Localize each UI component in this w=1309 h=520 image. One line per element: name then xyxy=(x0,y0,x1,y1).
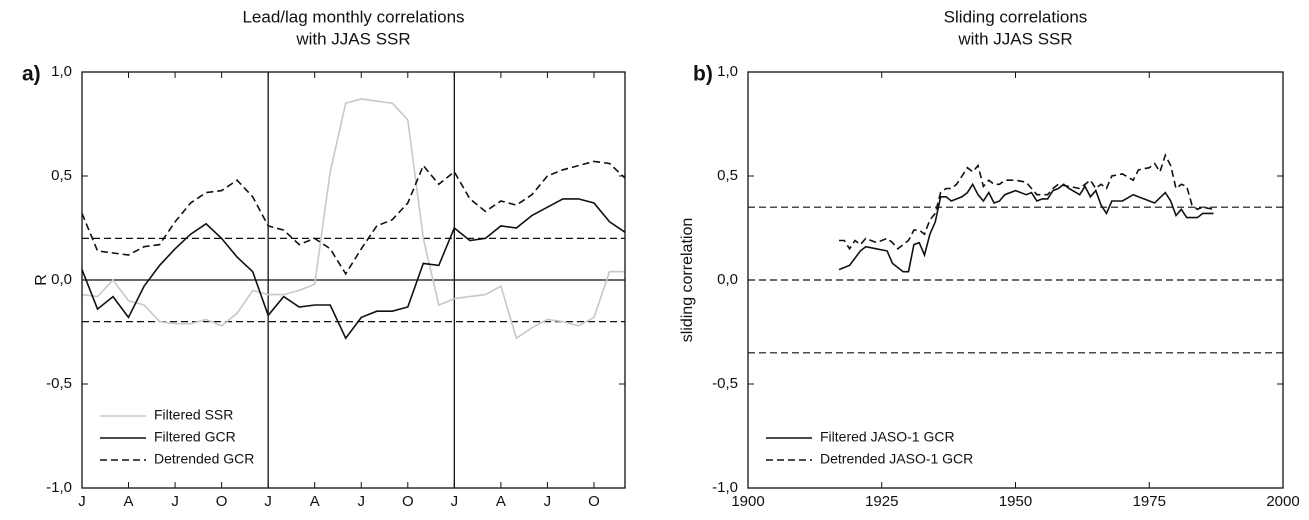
chart-title: with JJAS SSR xyxy=(295,29,410,48)
legend-label: Filtered JASO-1 GCR xyxy=(820,429,955,445)
y-tick-label: 1,0 xyxy=(51,63,72,80)
plot-frame xyxy=(81,71,626,489)
y-axis-label: R xyxy=(33,274,50,286)
x-tick-label: 2000 xyxy=(1266,493,1299,510)
x-tick-label: O xyxy=(588,493,600,510)
y-tick-label: 1,0 xyxy=(717,63,738,80)
legend-label: Detrended GCR xyxy=(154,451,254,467)
series-line xyxy=(81,198,626,340)
legend-label: Filtered GCR xyxy=(154,429,236,445)
y-tick-label: -1,0 xyxy=(46,479,72,496)
x-tick-label: J xyxy=(264,493,272,510)
y-tick-label: 0,5 xyxy=(717,167,738,184)
x-tick-label: A xyxy=(310,493,320,510)
legend-label: Filtered SSR xyxy=(154,407,233,423)
x-tick-label: O xyxy=(402,493,414,510)
x-tick-label: J xyxy=(171,493,179,510)
series-line xyxy=(838,182,1214,273)
x-tick-label: 1975 xyxy=(1133,493,1166,510)
x-tick-label: A xyxy=(496,493,506,510)
y-tick-label: -0,5 xyxy=(712,375,738,392)
plot-frame xyxy=(747,71,1284,489)
y-tick-label: -1,0 xyxy=(712,479,738,496)
series-line xyxy=(839,153,1214,251)
y-tick-label: -0,5 xyxy=(46,375,72,392)
x-tick-label: 1925 xyxy=(865,493,898,510)
x-tick-label: J xyxy=(78,493,86,510)
legend-label: Detrended JASO-1 GCR xyxy=(820,451,973,467)
x-tick-label: 1950 xyxy=(999,493,1032,510)
x-tick-label: J xyxy=(358,493,366,510)
y-tick-label: 0,5 xyxy=(51,167,72,184)
chart-title: Sliding correlations xyxy=(944,7,1088,26)
panel-label: b) xyxy=(693,63,713,86)
y-tick-label: 0,0 xyxy=(717,271,738,288)
series-line xyxy=(81,98,625,340)
y-axis-label: sliding correlation xyxy=(679,218,696,343)
x-tick-label: 1900 xyxy=(731,493,764,510)
x-tick-label: J xyxy=(544,493,552,510)
panel-label: a) xyxy=(22,63,41,86)
y-tick-label: 0,0 xyxy=(51,271,72,288)
series-line xyxy=(81,160,626,276)
chart-title: with JJAS SSR xyxy=(957,29,1072,48)
x-tick-label: A xyxy=(124,493,134,510)
x-tick-label: O xyxy=(216,493,228,510)
x-tick-label: J xyxy=(451,493,459,510)
chart-title: Lead/lag monthly correlations xyxy=(242,7,464,26)
